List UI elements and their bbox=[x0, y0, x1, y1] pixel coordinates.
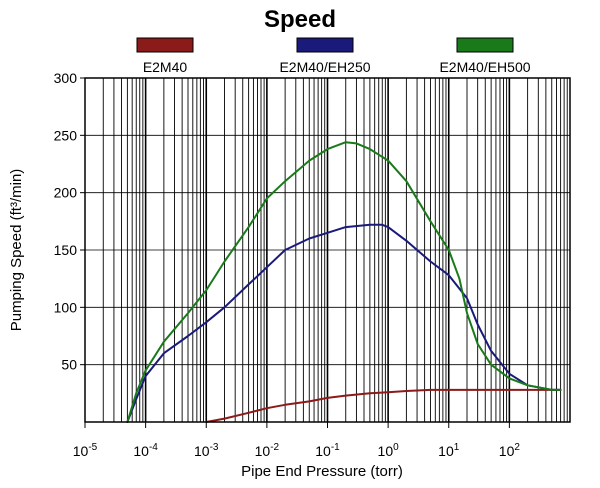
x-tick-label: 10-5 bbox=[73, 442, 98, 459]
x-tick-label: 10-1 bbox=[315, 442, 340, 459]
series-line-e2m40-eh500 bbox=[126, 141, 562, 423]
x-tick-label: 10-2 bbox=[255, 442, 280, 459]
legend-swatch bbox=[456, 37, 514, 53]
legend-label: E2M40/EH250 bbox=[279, 59, 370, 75]
y-tick-label: 250 bbox=[54, 127, 78, 143]
y-tick-label: 50 bbox=[61, 357, 77, 373]
x-tick-label: 10-3 bbox=[194, 442, 219, 459]
x-axis-label: Pipe End Pressure (torr) bbox=[241, 463, 403, 480]
legend-label: E2M40/EH500 bbox=[439, 59, 530, 75]
series-line-e2m40-eh250 bbox=[126, 223, 562, 423]
x-axis-ticks: 10-5 10-4 10-3 10-2 10-1 100 101 102 bbox=[73, 422, 521, 459]
y-axis-label: Pumping Speed (ft³/min) bbox=[8, 169, 25, 332]
grid-lines bbox=[85, 77, 570, 422]
x-tick-label: 10-4 bbox=[133, 442, 158, 459]
legend-label: E2M40 bbox=[143, 59, 188, 75]
x-tick-label: 102 bbox=[499, 442, 521, 459]
series-line-e2m40 bbox=[205, 388, 562, 423]
y-axis-ticks: 50 100 150 200 250 300 bbox=[54, 70, 85, 373]
legend: E2M40 E2M40/EH250 E2M40/EH500 bbox=[136, 37, 531, 75]
y-tick-label: 300 bbox=[54, 70, 78, 86]
legend-swatch bbox=[136, 37, 194, 53]
x-tick-label: 101 bbox=[438, 442, 460, 459]
y-tick-label: 150 bbox=[54, 242, 78, 258]
series-layer bbox=[126, 141, 562, 423]
x-tick-label: 100 bbox=[378, 442, 400, 459]
legend-swatch bbox=[296, 37, 354, 53]
y-tick-label: 100 bbox=[54, 299, 78, 315]
chart-title: Speed bbox=[264, 6, 336, 33]
y-tick-label: 200 bbox=[54, 185, 78, 201]
